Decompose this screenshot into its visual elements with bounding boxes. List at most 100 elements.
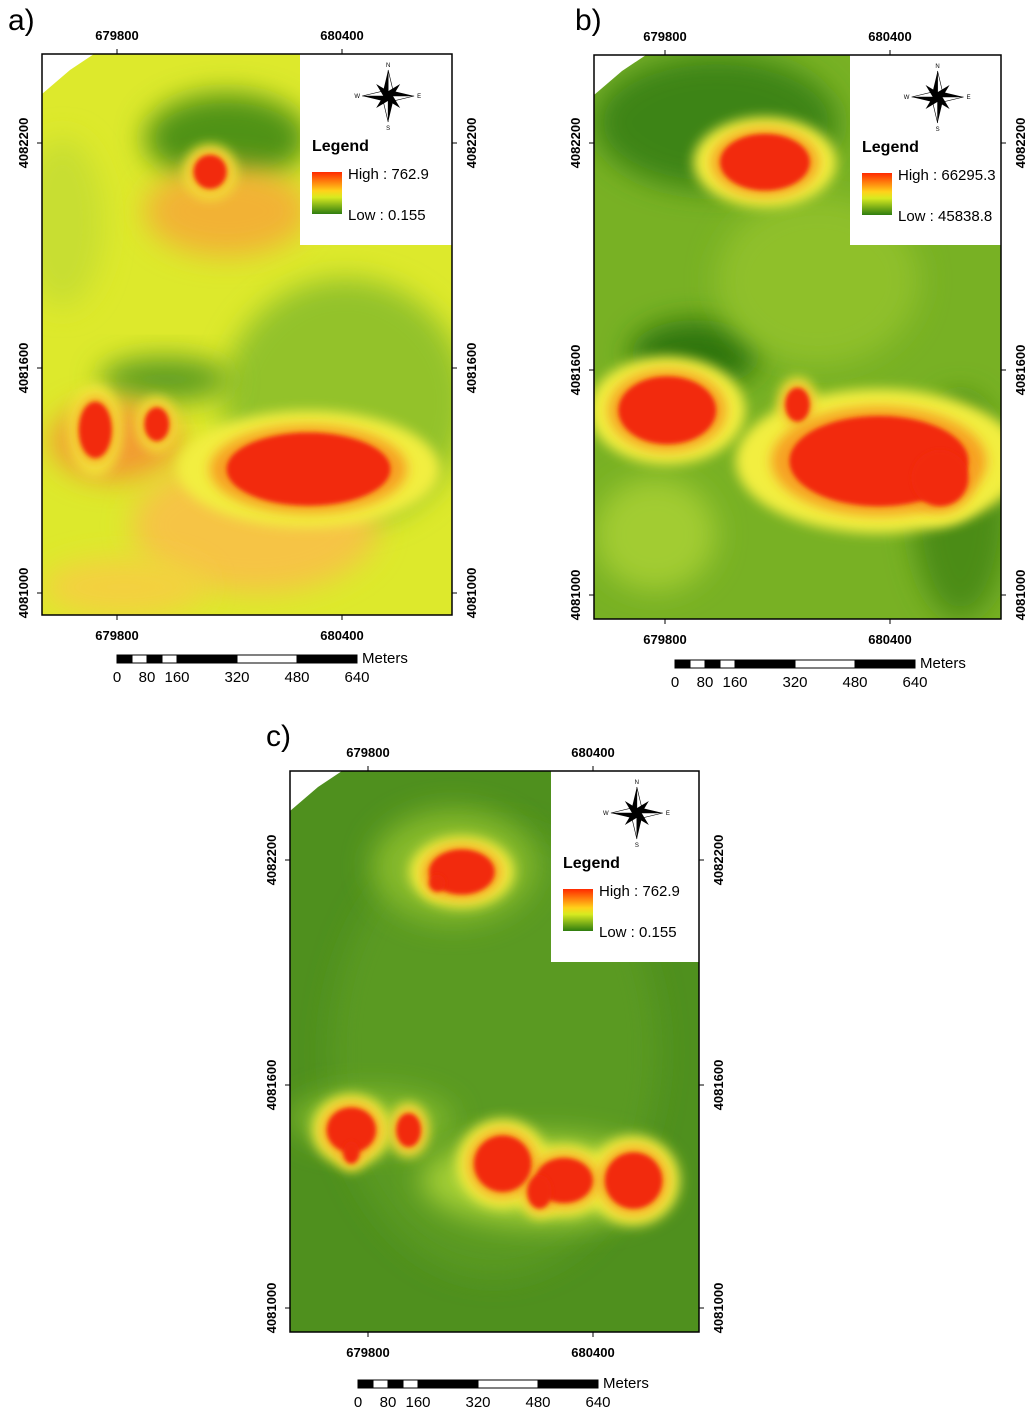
- y-tick-label: 4081600: [464, 343, 479, 394]
- scale-segment: [704, 659, 721, 669]
- y-tick-label: 4082200: [16, 118, 31, 169]
- compass-letter: E: [666, 811, 670, 817]
- scale-segment: [537, 1379, 599, 1389]
- x-tick-label: 680400: [320, 28, 363, 43]
- nodata-corner: [42, 54, 94, 94]
- compass-letter: N: [635, 780, 639, 786]
- x-tick-label: 679800: [643, 632, 686, 647]
- compass-star: [925, 85, 950, 109]
- scale-label: 320: [224, 669, 249, 686]
- raster-patch: [193, 154, 227, 189]
- raster-patch: [785, 387, 810, 422]
- scale-label: 160: [405, 1394, 430, 1410]
- scale-label: 320: [782, 674, 807, 691]
- scale-segment: [734, 659, 796, 669]
- compass-star: [624, 801, 649, 825]
- scale-unit: Meters: [920, 655, 966, 672]
- y-tick-label: 4081000: [711, 1283, 726, 1334]
- y-tick-label: 4082200: [1013, 118, 1028, 169]
- y-tick-label: 4081600: [1013, 345, 1028, 396]
- scale-label: 0: [671, 674, 679, 691]
- legend-title: Legend: [563, 855, 620, 872]
- y-tick-label: 4082200: [568, 118, 583, 169]
- scale-unit: Meters: [603, 1375, 649, 1392]
- scale-segment: [357, 1379, 374, 1389]
- y-tick-label: 4081600: [16, 343, 31, 394]
- raster-patch: [326, 1107, 376, 1153]
- y-tick-label: 4081000: [464, 568, 479, 619]
- compass-letter: W: [603, 811, 609, 817]
- scale-segment: [236, 654, 298, 664]
- raster-patch: [720, 133, 810, 191]
- raster-patch: [474, 1135, 532, 1192]
- raster-patch: [78, 401, 112, 458]
- raster-patch: [343, 1141, 360, 1164]
- compass-star: [376, 84, 401, 108]
- x-tick-label: 679800: [95, 628, 138, 643]
- legend-title: Legend: [312, 138, 369, 155]
- x-tick-label: 679800: [346, 1345, 389, 1360]
- map-panel: a) 679800 679800 680400 680400 4082200 4082200…: [8, 4, 479, 686]
- scale-segment: [689, 659, 706, 669]
- legend-high: High : 66295.3: [898, 167, 996, 184]
- scale-segment: [116, 654, 133, 664]
- raster-patch: [226, 432, 391, 506]
- frame: [593, 54, 1002, 620]
- raster-patch: [604, 1152, 663, 1209]
- x-tick-label: 680400: [571, 1345, 614, 1360]
- raster-patch: [144, 166, 309, 256]
- legend-ramp: [563, 889, 593, 931]
- raster-patch: [429, 874, 446, 892]
- raster-patch: [99, 356, 231, 402]
- scale-label: 480: [842, 674, 867, 691]
- panel-label: a): [8, 4, 35, 37]
- legend-ramp: [312, 172, 342, 214]
- scale-label: 0: [354, 1394, 362, 1410]
- scale-label: 160: [164, 669, 189, 686]
- x-tick-label: 679800: [95, 28, 138, 43]
- legend-high: High : 762.9: [348, 166, 429, 183]
- compass-letter: S: [936, 127, 940, 133]
- scale-label: 480: [284, 669, 309, 686]
- scale-label: 80: [697, 674, 714, 691]
- scale-segment: [176, 654, 238, 664]
- scale-segment: [854, 659, 916, 669]
- compass-letter: W: [354, 94, 360, 100]
- x-tick-label: 680400: [868, 632, 911, 647]
- y-tick-label: 4082200: [264, 835, 279, 886]
- legend-low: Low : 0.155: [348, 207, 426, 224]
- map-panel: b) 679800 679800 680400 680400 4082200 4082200…: [568, 4, 1028, 691]
- compass-letter: E: [417, 94, 421, 100]
- panel-label: b): [575, 4, 602, 37]
- y-tick-label: 4082200: [464, 118, 479, 169]
- raster-patch: [144, 93, 309, 184]
- scale-segment: [477, 1379, 539, 1389]
- scale-segment: [131, 654, 148, 664]
- raster-patch: [144, 407, 170, 442]
- raster-patch: [911, 449, 969, 507]
- legend-low: Low : 0.155: [599, 924, 677, 941]
- x-tick-label: 679800: [346, 745, 389, 760]
- y-tick-label: 4081600: [711, 1060, 726, 1111]
- raster-patch: [527, 1174, 552, 1209]
- raster: [594, 55, 1001, 619]
- legend-title: Legend: [862, 139, 919, 156]
- x-tick-label: 680400: [320, 628, 363, 643]
- scale-segment: [417, 1379, 479, 1389]
- y-tick-label: 4081000: [568, 570, 583, 621]
- scale-segment: [402, 1379, 419, 1389]
- raster-patch: [618, 376, 717, 445]
- x-tick-label: 680400: [571, 745, 614, 760]
- compass-letter: E: [967, 95, 971, 101]
- scale-segment: [674, 659, 691, 669]
- raster-patch: [42, 138, 104, 307]
- scale-segment: [794, 659, 856, 669]
- compass-letter: N: [935, 64, 939, 70]
- legend-low: Low : 45838.8: [898, 208, 992, 225]
- scale-segment: [719, 659, 736, 669]
- map-panel: c) 679800 679800 680400 680400 4082200 4082200…: [264, 720, 726, 1411]
- scale-label: 640: [344, 669, 369, 686]
- scale-segment: [387, 1379, 404, 1389]
- scale-label: 320: [465, 1394, 490, 1410]
- scale-label: 0: [113, 669, 121, 686]
